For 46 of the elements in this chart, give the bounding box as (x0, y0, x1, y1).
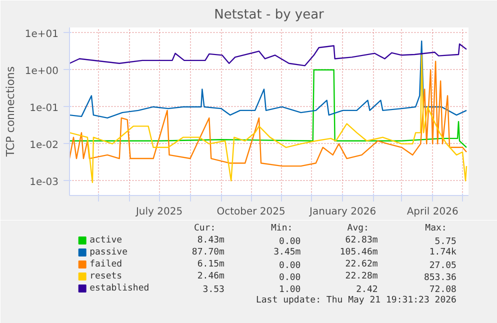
x-tick-label: October 2025 (216, 206, 286, 218)
x-tick-label: April 2026 (406, 206, 458, 218)
y-axis-title: TCP connections (4, 66, 17, 158)
text: 3.45m (274, 248, 301, 258)
y-tick-label: 1e+01 (24, 28, 59, 40)
x-tick-label: January 2026 (308, 206, 376, 218)
text: Cur: (194, 224, 216, 234)
text: Min: (271, 224, 293, 234)
text: 853.36 (424, 273, 456, 283)
line-series (70, 40, 468, 119)
text: 0.00 (279, 237, 301, 247)
text: Avg: (347, 224, 369, 234)
legend-label: failed (90, 260, 122, 270)
text: 1.74k (429, 248, 458, 258)
text: 2.46m (197, 272, 224, 282)
line-series (70, 43, 468, 66)
legend-label: passive (90, 248, 128, 258)
text: 6.15m (197, 260, 224, 270)
y-tick-label: 1e-02 (30, 140, 59, 151)
line-series (70, 54, 468, 184)
legend-label: established (90, 284, 150, 294)
legend-label: resets (90, 272, 122, 282)
text: 5.75 (434, 237, 456, 247)
text: 8.43m (197, 236, 224, 246)
chart-title: Netstat - by year (214, 8, 325, 22)
text: Max: (425, 224, 447, 234)
text: 87.70m (192, 248, 224, 258)
y-tick-label: 1e-03 (30, 176, 59, 188)
text: Last update: Thu May 21 19:31:23 2026 (256, 296, 456, 306)
line-series (70, 60, 468, 167)
text: 2.42 (356, 285, 378, 295)
line-series (70, 69, 468, 148)
x-tick-label: July 2025 (134, 206, 183, 218)
text: 72.08 (429, 285, 456, 295)
legend-label: active (90, 236, 122, 246)
text: 62.83m (345, 236, 378, 246)
text: 0.00 (279, 273, 301, 283)
y-tick-label: 1e+00 (24, 66, 59, 77)
text: 3.53 (202, 285, 224, 295)
text: 22.62m (345, 260, 378, 270)
text: 0.00 (279, 261, 301, 271)
text: 105.46m (340, 248, 378, 258)
y-tick-label: 1e-01 (30, 102, 59, 114)
text: 1.00 (279, 285, 301, 295)
text: 27.05 (429, 261, 456, 271)
text: 22.28m (345, 272, 378, 282)
